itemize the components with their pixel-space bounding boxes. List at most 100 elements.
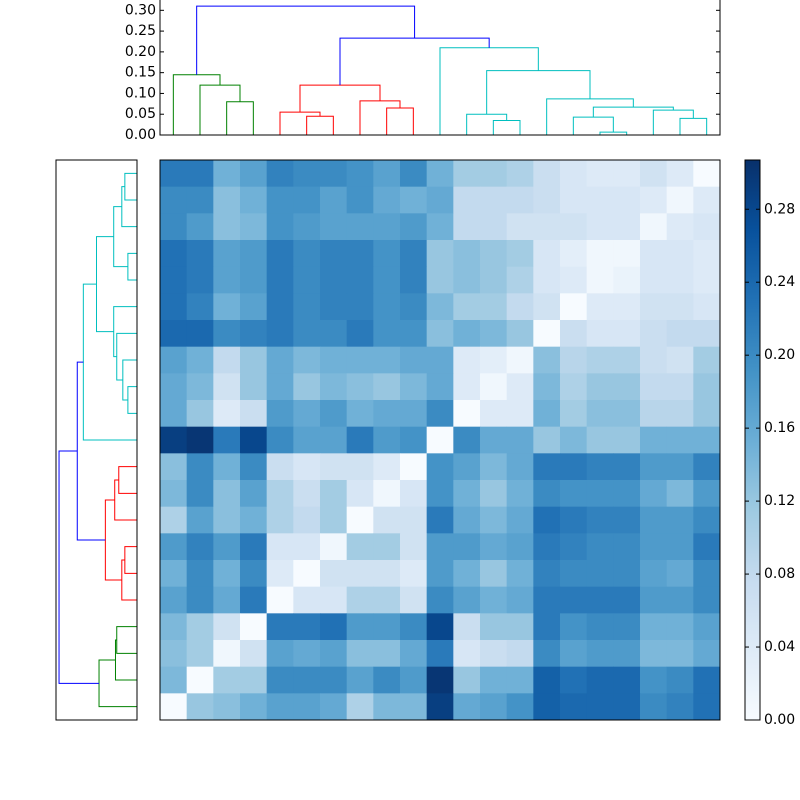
heatmap-cell xyxy=(666,453,694,481)
heatmap-cell xyxy=(560,320,588,348)
heatmap-cell xyxy=(346,293,374,321)
heatmap-cell xyxy=(560,453,588,481)
heatmap-cell xyxy=(213,213,241,241)
heatmap-cell xyxy=(453,613,481,641)
heatmap-cell xyxy=(586,640,614,668)
heatmap-cell xyxy=(293,400,321,428)
heatmap-cell xyxy=(560,586,588,614)
heatmap-cell xyxy=(453,400,481,428)
heatmap-cell xyxy=(453,586,481,614)
heatmap-cell xyxy=(426,506,454,534)
heatmap-cell xyxy=(400,560,428,588)
heatmap-cell xyxy=(560,666,588,694)
heatmap-cell xyxy=(346,186,374,214)
heatmap-cell xyxy=(240,400,268,428)
heatmap-cell xyxy=(373,640,401,668)
heatmap-cell xyxy=(480,426,508,454)
heatmap-cell xyxy=(240,613,268,641)
y-tick-label: 0.10 xyxy=(125,85,156,101)
heatmap-cell xyxy=(666,266,694,294)
heatmap-cell xyxy=(320,400,348,428)
heatmap-cell xyxy=(186,453,214,481)
heatmap-cell xyxy=(240,346,268,374)
heatmap-cell xyxy=(666,640,694,668)
heatmap-cell xyxy=(160,160,188,188)
heatmap-cell xyxy=(213,320,241,348)
heatmap-cell xyxy=(560,560,588,588)
heatmap-cell xyxy=(400,453,428,481)
heatmap-cell xyxy=(400,506,428,534)
heatmap-cell xyxy=(400,320,428,348)
heatmap-cell xyxy=(560,160,588,188)
heatmap-cell xyxy=(293,560,321,588)
heatmap-cell xyxy=(240,426,268,454)
heatmap-cell xyxy=(533,293,561,321)
heatmap-cell xyxy=(560,480,588,508)
heatmap-cell xyxy=(666,560,694,588)
heatmap-cell xyxy=(266,640,294,668)
heatmap-cell xyxy=(506,266,534,294)
heatmap-cell xyxy=(560,613,588,641)
heatmap-cell xyxy=(213,400,241,428)
heatmap-cell xyxy=(453,453,481,481)
heatmap-cell xyxy=(453,480,481,508)
heatmap-cell xyxy=(666,346,694,374)
heatmap-cell xyxy=(373,560,401,588)
heatmap-cell xyxy=(693,640,721,668)
heatmap-cell xyxy=(426,586,454,614)
heatmap-cell xyxy=(320,293,348,321)
heatmap-cell xyxy=(320,613,348,641)
heatmap-cell xyxy=(160,293,188,321)
heatmap-cell xyxy=(293,266,321,294)
heatmap-cell xyxy=(400,480,428,508)
heatmap-cell xyxy=(586,506,614,534)
heatmap-cell xyxy=(453,293,481,321)
heatmap-cell xyxy=(586,666,614,694)
heatmap-cell xyxy=(293,373,321,401)
heatmap-cell xyxy=(160,373,188,401)
heatmap-cell xyxy=(320,373,348,401)
heatmap-cell xyxy=(320,266,348,294)
heatmap-cell xyxy=(480,346,508,374)
heatmap-cell xyxy=(480,693,508,721)
left-dendrogram-frame xyxy=(55,159,138,721)
heatmap-cell xyxy=(506,480,534,508)
heatmap-cell xyxy=(346,400,374,428)
heatmap-cell xyxy=(373,586,401,614)
heatmap-cell xyxy=(613,613,641,641)
heatmap-cell xyxy=(613,186,641,214)
heatmap-cell xyxy=(320,666,348,694)
heatmap-cell xyxy=(266,693,294,721)
y-tick-label: 0.00 xyxy=(125,127,156,143)
heatmap-cell xyxy=(666,293,694,321)
heatmap-cell xyxy=(586,213,614,241)
heatmap-cell xyxy=(693,400,721,428)
heatmap-cell xyxy=(480,320,508,348)
heatmap-cell xyxy=(533,506,561,534)
heatmap-cell xyxy=(266,426,294,454)
heatmap-cell xyxy=(506,586,534,614)
heatmap-cell xyxy=(426,693,454,721)
y-tick-label: 0.15 xyxy=(125,65,156,81)
heatmap-cell xyxy=(640,586,668,614)
heatmap-cell xyxy=(293,586,321,614)
heatmap-cell xyxy=(640,213,668,241)
heatmap-cell xyxy=(346,373,374,401)
heatmap-cell xyxy=(266,400,294,428)
heatmap-cell xyxy=(613,586,641,614)
heatmap-cell xyxy=(293,453,321,481)
heatmap-cell xyxy=(586,400,614,428)
heatmap-cell xyxy=(186,346,214,374)
heatmap-cell xyxy=(586,240,614,268)
heatmap-cell xyxy=(213,426,241,454)
heatmap-cell xyxy=(240,213,268,241)
heatmap-cell xyxy=(693,266,721,294)
heatmap-cell xyxy=(160,693,188,721)
heatmap-cell xyxy=(266,160,294,188)
heatmap-cell xyxy=(293,480,321,508)
heatmap-cell xyxy=(400,213,428,241)
heatmap-cell xyxy=(320,480,348,508)
heatmap-cell xyxy=(346,453,374,481)
heatmap-cell xyxy=(373,426,401,454)
heatmap-cell xyxy=(186,426,214,454)
